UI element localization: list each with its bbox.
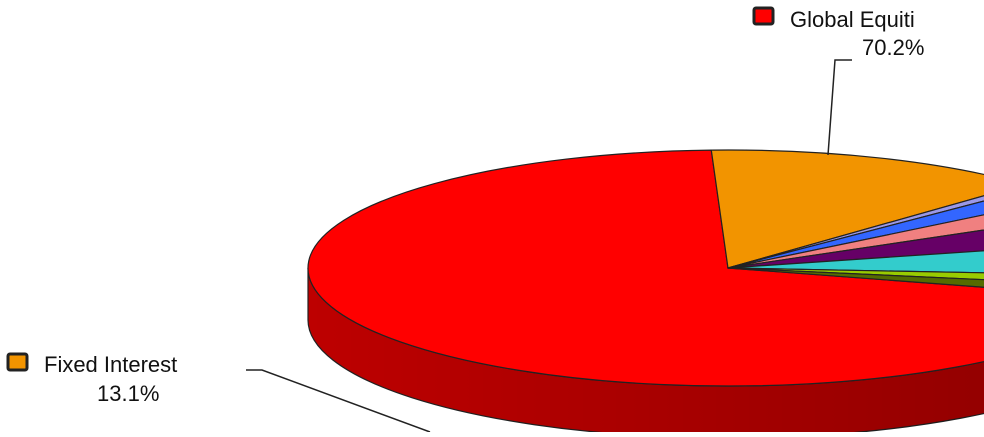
slice-segment-6: [727, 229, 984, 269]
slice-fixed-interest: [710, 149, 984, 269]
slice-global-equities: [307, 149, 984, 387]
legend-swatch-global-equities: [752, 6, 775, 26]
slice-value-global-equities: 70.2%: [862, 35, 924, 60]
slice-segment-7: [727, 250, 984, 274]
slice-label-global-equities: Global Equiti: [790, 7, 915, 32]
slice-side-shade-global-equities: [308, 268, 984, 437]
slice-segment-9: [727, 267, 984, 288]
slice-segment-5: [727, 214, 984, 269]
legend-swatch-fixed-interest: [6, 352, 29, 372]
slice-label-fixed-interest: Fixed Interest: [44, 352, 177, 377]
leader-line-global-equities: [827, 59, 852, 156]
leader-line-fixed-interest: [246, 369, 431, 433]
slice-value-fixed-interest: 13.1%: [97, 381, 159, 406]
